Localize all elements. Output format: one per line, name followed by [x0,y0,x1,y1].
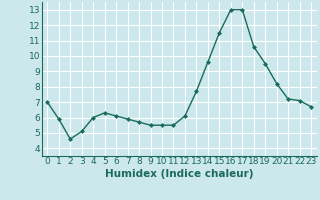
X-axis label: Humidex (Indice chaleur): Humidex (Indice chaleur) [105,169,253,179]
